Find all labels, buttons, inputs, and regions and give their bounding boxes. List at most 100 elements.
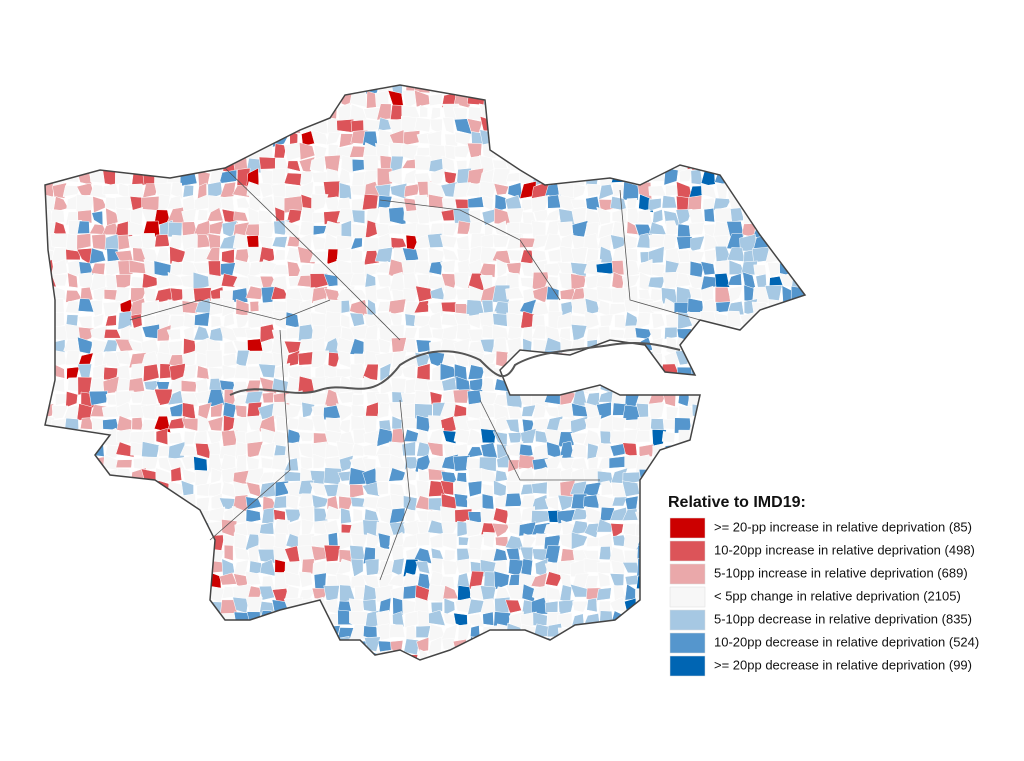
area [792,144,805,158]
area [584,649,601,660]
area [572,573,590,588]
area [570,199,587,209]
area [635,129,655,148]
area [583,117,598,135]
area [208,91,225,110]
area [570,142,589,162]
area [349,312,365,327]
area [623,85,638,95]
area [807,221,822,238]
area [415,625,431,638]
area [156,141,172,157]
area [611,364,626,381]
area [104,507,119,524]
area [210,402,224,418]
area [792,415,805,432]
area [610,651,627,660]
area [297,598,317,616]
area [297,415,315,432]
area [661,195,678,209]
area [778,117,796,132]
area [635,312,651,331]
area [416,479,430,498]
area [455,558,471,574]
area [362,481,380,497]
area [522,533,537,552]
area [75,509,92,525]
area [531,325,547,340]
area [78,457,96,469]
area [206,548,225,564]
area [104,492,119,509]
area [764,105,785,121]
area [456,235,470,251]
area [700,470,718,485]
area [703,415,715,434]
area [517,146,532,161]
area [599,168,615,187]
area [118,583,131,602]
area [766,455,784,471]
area [586,183,602,198]
area [65,300,80,314]
area [441,521,460,538]
area [468,534,484,551]
area [64,558,80,577]
area [415,561,431,575]
area [246,85,264,96]
area [169,520,186,537]
area [688,208,705,224]
area [627,207,641,225]
area [311,494,329,509]
area [559,572,572,587]
area [584,363,601,378]
area [779,181,797,196]
area [401,441,416,457]
area [131,417,144,431]
area [700,105,718,119]
area [336,118,355,133]
area [220,262,236,276]
area [143,363,160,383]
area [661,431,676,444]
area [443,85,458,94]
area [77,467,93,485]
area [767,89,784,104]
area [52,182,67,199]
area [364,272,377,288]
area [335,403,356,422]
area [45,648,56,660]
area [180,623,195,643]
area [235,454,247,473]
area [297,611,316,626]
area [195,91,209,109]
area [222,352,238,368]
area [246,650,263,660]
area [45,524,56,539]
area [182,287,194,304]
area [559,584,573,603]
area [219,181,237,199]
area [235,314,251,330]
area [351,223,367,239]
area [234,102,251,122]
area [427,206,443,223]
area [609,329,626,339]
area [45,349,55,366]
area [791,183,805,199]
area [170,181,183,200]
area [635,430,651,443]
area [286,90,300,105]
area [663,167,679,186]
area [496,258,508,279]
area [352,508,363,523]
area [623,298,639,312]
area [479,338,495,354]
london-outline [44,84,807,661]
area [349,484,365,499]
area [298,571,313,588]
area [505,599,522,614]
area [573,90,589,108]
area [168,532,186,548]
area [231,636,252,655]
